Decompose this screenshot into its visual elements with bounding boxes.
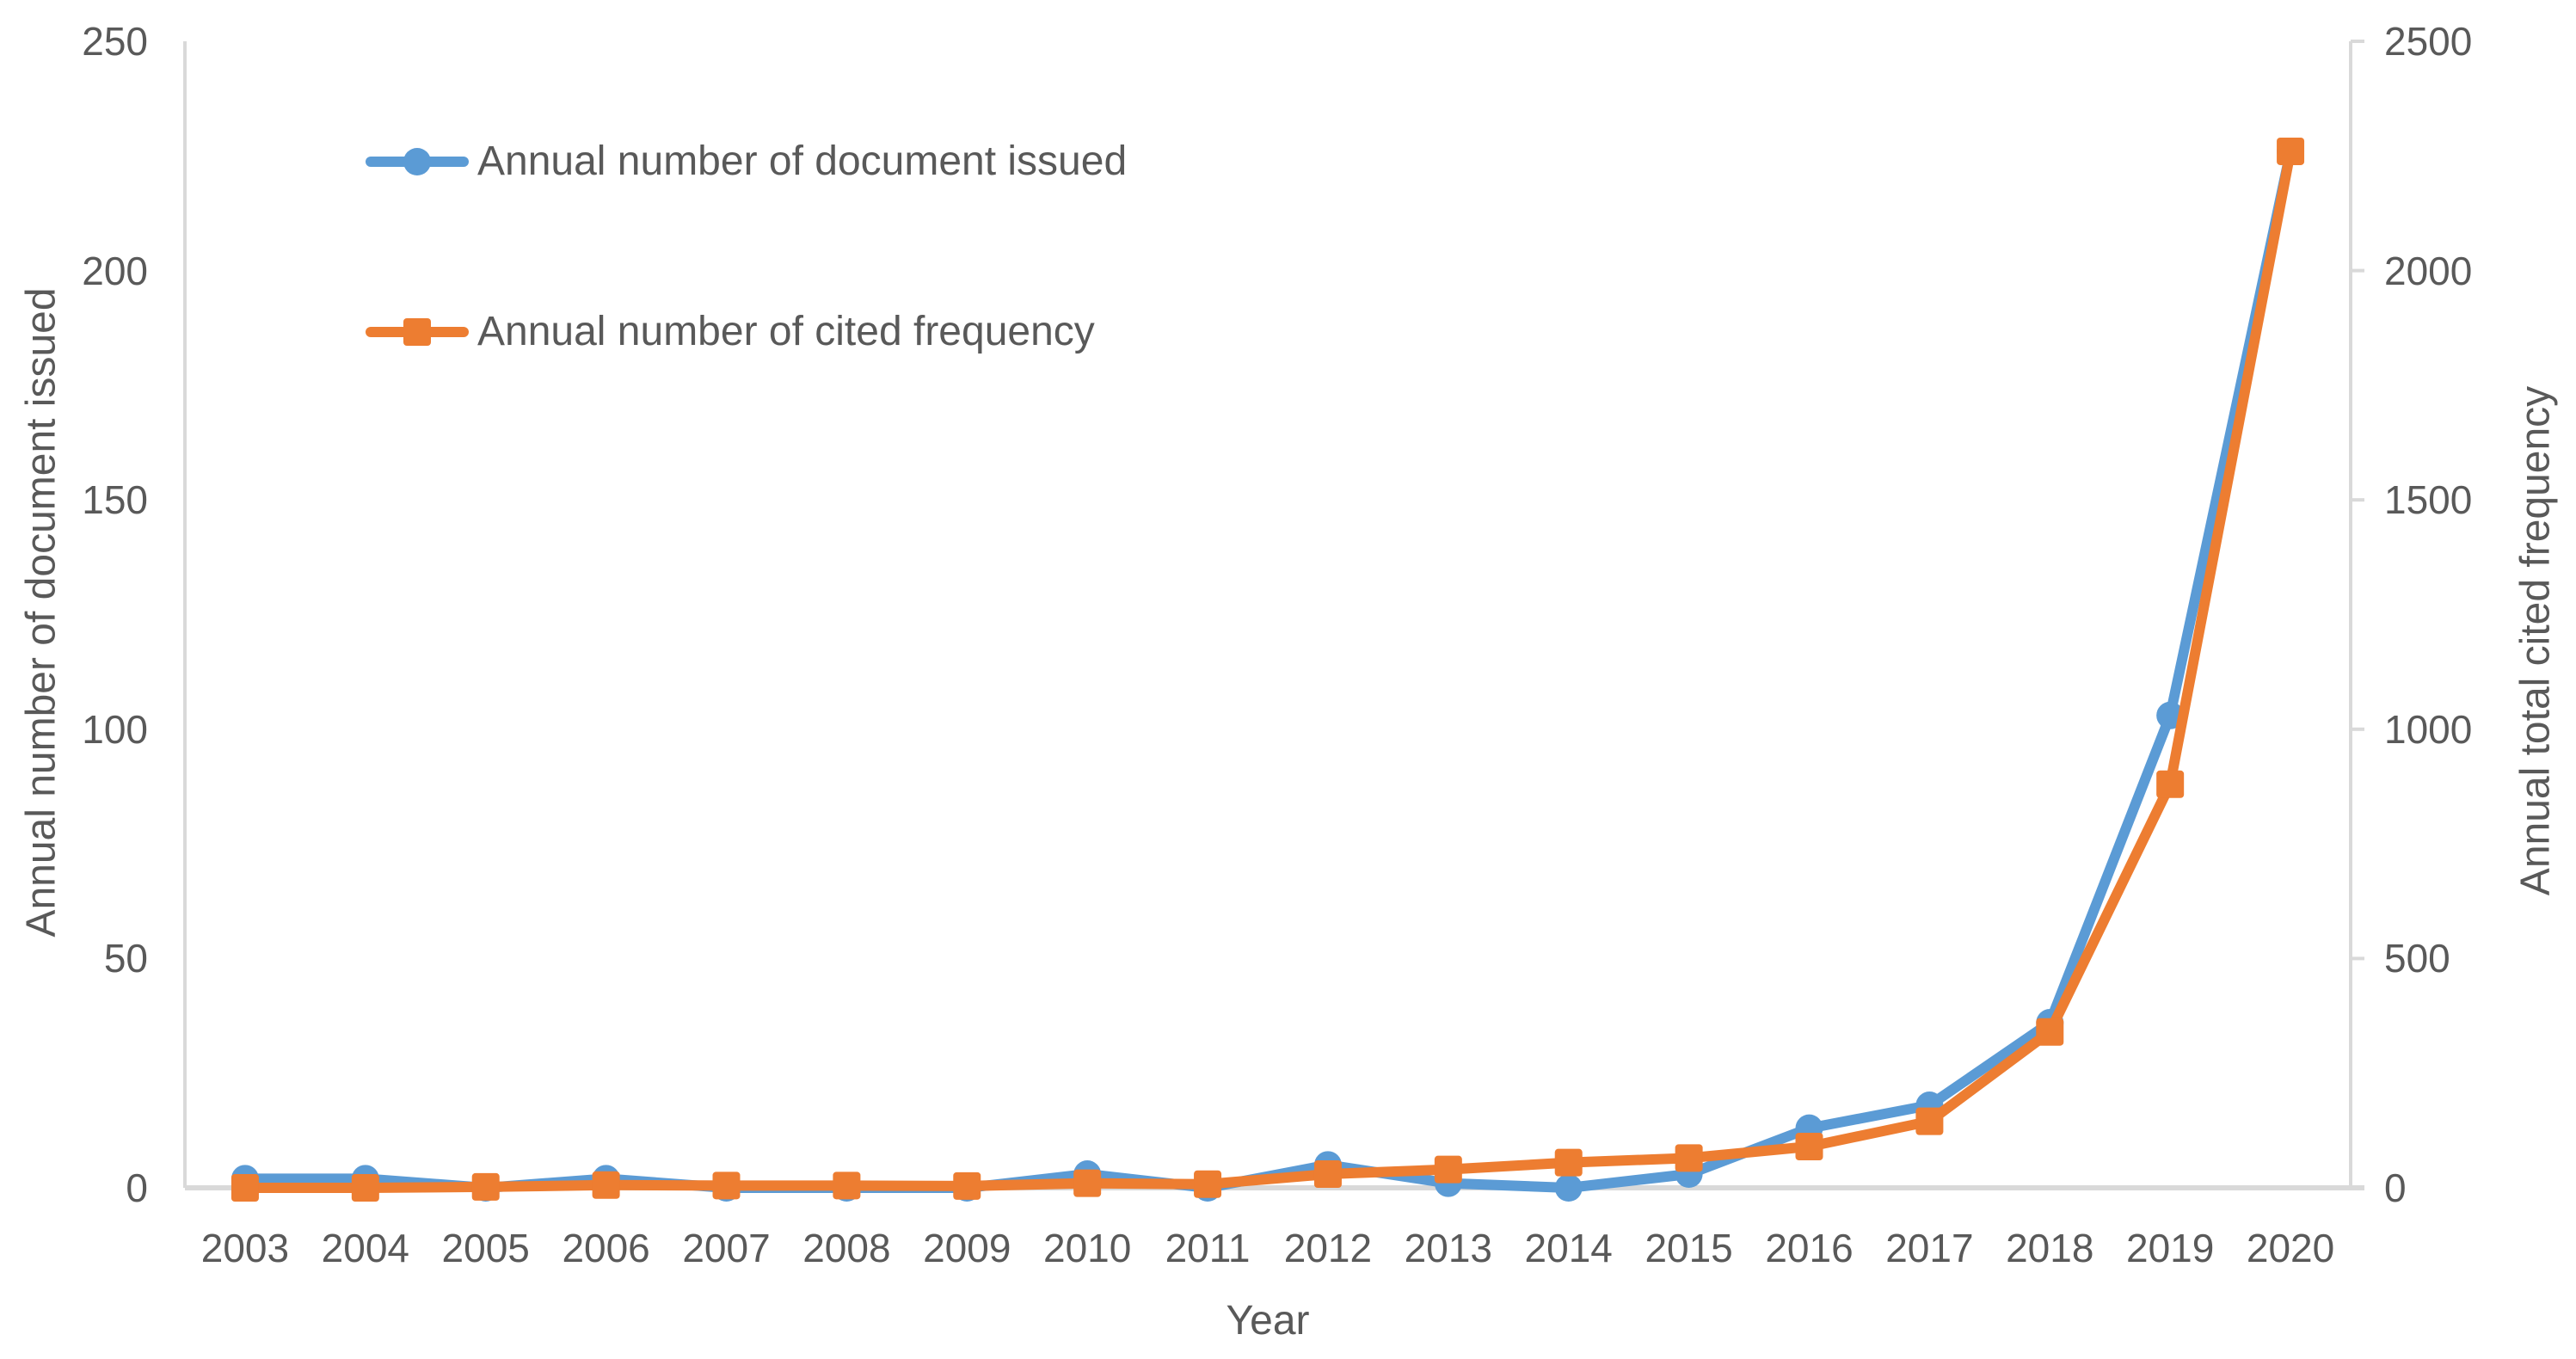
legend-line-circle-marker [366,138,469,186]
legend-item-documents: Annual number of document issued [366,138,1127,186]
circle-marker-icon [403,148,431,175]
x-tick-label: 2014 [1524,1226,1613,1270]
x-tick-label: 2011 [1165,1226,1251,1270]
x-axis-title: Year [1226,1298,1310,1344]
data-point-square [1434,1155,1462,1184]
x-tick-label: 2017 [1885,1226,1974,1270]
data-point-square [1313,1160,1342,1189]
y-left-tick-label: 200 [82,248,148,293]
y-axis-left-title: Annual number of document issued [18,287,65,938]
x-tick-label: 2007 [682,1226,771,1270]
data-point-square [1194,1170,1222,1198]
legend-item-citations: Annual number of cited frequency [366,308,1095,356]
y-right-tick-label: 2500 [2384,19,2473,64]
x-tick-label: 2003 [200,1226,290,1270]
legend-label-documents: Annual number of document issued [477,138,1128,184]
y-right-tick-label: 0 [2384,1165,2407,1210]
data-point-square [1073,1169,1102,1197]
y-axis-right-title: Annual total cited frequency [2512,385,2559,896]
x-tick-label: 2008 [802,1226,891,1270]
data-point-square [2156,770,2185,798]
x-tick-label: 2020 [2246,1226,2335,1270]
series-line-documents [239,145,2296,1193]
y-right-tick-label: 1000 [2384,706,2473,752]
x-tick-label: 2004 [321,1226,409,1270]
x-tick-label: 2010 [1042,1226,1132,1270]
y-left-tick-label: 50 [103,936,148,981]
data-point-square [833,1171,861,1200]
data-point-square [712,1171,741,1200]
data-point-square [1675,1144,1703,1172]
x-tick-label: 2006 [562,1226,650,1270]
data-point-square [1915,1107,1944,1135]
data-point-square [231,1174,259,1202]
y-right-tick-label: 2000 [2384,248,2473,293]
x-tick-label: 2013 [1404,1226,1492,1270]
square-marker-icon [403,318,431,346]
y-left-tick-label: 250 [82,19,148,64]
y-left-tick-label: 150 [82,477,148,523]
data-point-square [471,1172,500,1201]
data-point-square [351,1174,379,1202]
x-tick-label: 2012 [1283,1226,1373,1270]
y-right-tick-label: 1500 [2384,477,2473,523]
data-point-square [1554,1148,1583,1177]
data-point-square [2277,137,2305,165]
x-tick-label: 2019 [2125,1226,2215,1270]
x-tick-label: 2015 [1645,1226,1733,1270]
legend-label-citations: Annual number of cited frequency [477,309,1095,354]
legend-line-square-marker [366,308,469,356]
data-point-square [1795,1133,1823,1161]
y-left-tick-label: 0 [126,1165,148,1210]
data-point-square [953,1171,981,1200]
data-point-square [2036,1018,2064,1046]
x-tick-label: 2016 [1765,1226,1854,1270]
series-line-citations [239,145,2296,1193]
y-left-tick-label: 100 [82,706,148,752]
x-tick-label: 2018 [2006,1226,2094,1270]
y-right-tick-label: 500 [2384,936,2450,981]
data-point-square [592,1171,620,1199]
data-point-circle [1554,1174,1583,1202]
x-tick-label: 2005 [441,1226,530,1270]
x-tick-label: 2009 [923,1226,1011,1270]
